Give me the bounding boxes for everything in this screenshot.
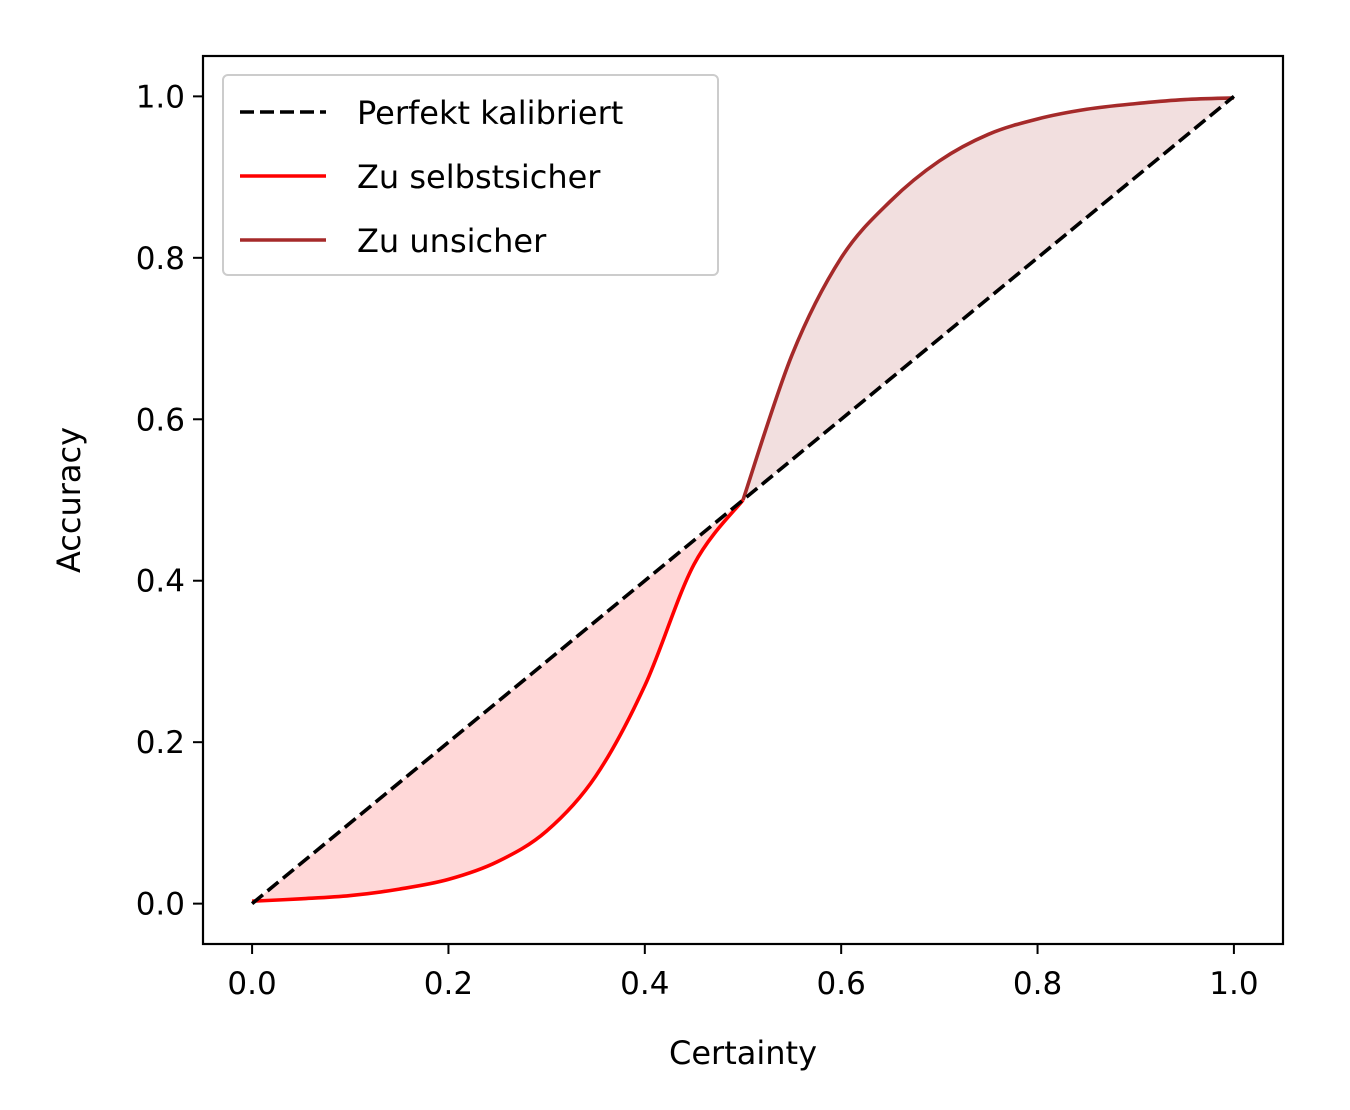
series-line-0 <box>250 94 1236 906</box>
x-tick-label-4: 0.8 <box>1013 966 1062 1002</box>
x-tick-label-5: 1.0 <box>1209 966 1258 1002</box>
legend-label-0: Perfekt kalibriert <box>357 94 623 132</box>
series-lines <box>250 94 1236 906</box>
series-line-1 <box>252 498 745 904</box>
y-tick-label-4: 0.8 <box>136 241 185 277</box>
x-tick-label-0: 0.0 <box>227 966 276 1002</box>
x-tick-label-3: 0.6 <box>817 966 866 1002</box>
y-axis-ticks: 0.0 0.2 0.4 0.6 0.8 1.0 <box>136 79 203 923</box>
x-axis-label: Certainty <box>669 1034 817 1072</box>
legend-frame <box>222 74 719 276</box>
x-axis-ticks: 0.0 0.2 0.4 0.6 0.8 1.0 <box>227 944 1259 1002</box>
legend-label-2: Zu unsicher <box>357 222 547 260</box>
y-tick-label-1: 0.2 <box>136 725 185 761</box>
y-tick-label-3: 0.6 <box>136 402 185 438</box>
y-tick-label-5: 1.0 <box>136 79 185 115</box>
y-axis-label: Accuracy <box>50 427 88 573</box>
y-tick-label-2: 0.4 <box>136 564 185 600</box>
legend: Perfekt kalibriert Zu selbstsicher Zu unsi… <box>222 74 719 276</box>
series-line-2 <box>741 96 1234 501</box>
x-tick-label-2: 0.4 <box>620 966 669 1002</box>
legend-label-1: Zu selbstsicher <box>357 158 601 196</box>
y-tick-label-0: 0.0 <box>136 887 185 923</box>
plot-frame <box>201 54 1285 946</box>
x-tick-label-1: 0.2 <box>424 966 473 1002</box>
fill-region-1 <box>252 500 743 904</box>
